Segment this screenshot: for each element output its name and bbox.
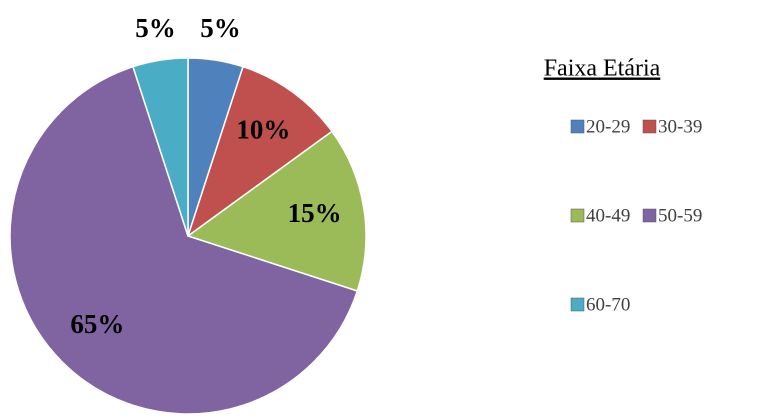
data-label: 15% — [288, 198, 342, 228]
pie-slice — [9, 65, 359, 415]
legend-swatch — [642, 119, 657, 134]
legend-label: 60-70 — [586, 294, 630, 315]
legend-label: 30-39 — [658, 116, 702, 137]
data-label: 10% — [236, 115, 290, 145]
legend-title: Faixa Etária — [544, 56, 661, 82]
data-label: 5% — [200, 13, 241, 43]
legend-label: 50-59 — [658, 205, 702, 226]
data-label: 65% — [70, 309, 124, 339]
pie-slice — [186, 65, 334, 238]
legend-label: 20-29 — [586, 116, 630, 137]
pie-slice — [132, 57, 189, 237]
legend-swatch — [570, 208, 585, 223]
legend-swatch — [570, 119, 585, 134]
legend-swatch — [642, 208, 657, 223]
legend-swatch — [570, 297, 585, 312]
legend-label: 40-49 — [586, 205, 630, 226]
data-label: 5% — [135, 13, 176, 43]
pie-slice — [186, 130, 367, 292]
